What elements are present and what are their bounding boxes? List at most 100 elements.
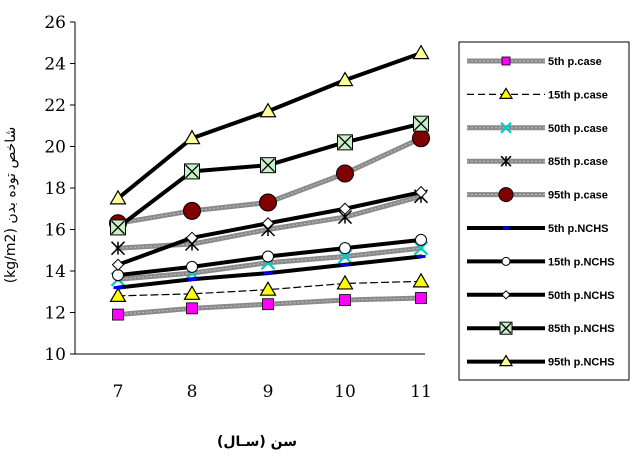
data-point-15th-p-case <box>183 285 201 300</box>
y-axis-label: شاخص توده بدن (kg/m2) <box>3 127 19 284</box>
legend-label: 95th p.NCHS <box>548 357 615 369</box>
x-tick-label: 9 <box>263 382 274 402</box>
data-point-95th-p-nchs <box>183 129 201 145</box>
data-point-95th-p-case <box>183 201 201 220</box>
data-point-85th-p-case <box>110 241 126 256</box>
legend-marker-50th-p-case <box>500 122 512 134</box>
legend-item-50th-p-case: 50th p.case <box>467 122 608 135</box>
data-point-50th-p-nchs <box>338 202 352 215</box>
data-point-50th-p-nchs <box>414 185 428 199</box>
series-15th-p-case <box>109 272 430 302</box>
series-line-hatch <box>117 137 422 224</box>
data-point-95th-p-nchs <box>412 44 430 60</box>
series-15th-p-nchs <box>112 233 427 282</box>
legend-box <box>458 41 630 381</box>
data-point-5th-p-nchs <box>416 254 426 258</box>
legend-item-95th-p-case: 95th p.case <box>467 187 608 203</box>
x-axis-label: سن (سـال) <box>217 434 297 450</box>
series-layer <box>109 44 430 321</box>
data-point-15th-p-case <box>259 280 277 296</box>
x-ticks: 7 8 9 10 11 <box>113 382 432 402</box>
data-point-50th-p-nchs <box>261 217 275 230</box>
x-tick-label: 10 <box>334 382 356 402</box>
data-point-95th-p-case <box>259 193 277 212</box>
data-point-5th-p-nchs <box>113 286 123 290</box>
data-point-95th-p-nchs <box>259 102 277 118</box>
data-point-85th-p-nchs <box>413 115 429 132</box>
series-95th-p-case <box>109 129 430 233</box>
y-tick-label: 24 <box>44 55 66 75</box>
data-point-5th-p-case <box>262 298 274 311</box>
y-tick-label: 14 <box>44 262 66 282</box>
series-85th-p-nchs <box>110 115 429 236</box>
series-line-hatch <box>117 247 422 280</box>
data-point-15th-p-case <box>336 274 354 290</box>
data-point-5th-p-nchs <box>263 271 273 275</box>
y-tick-label: 12 <box>44 304 66 324</box>
x-tick-label: 7 <box>113 382 124 402</box>
legend-label: 50th p.case <box>548 123 608 135</box>
legend-item-85th-p-case: 85th p.case <box>467 155 608 168</box>
x-tick-label: 11 <box>410 382 432 402</box>
data-point-95th-p-case <box>336 164 354 183</box>
data-point-50th-p-nchs <box>111 258 125 271</box>
legend-item-15th-p-nchs: 15th p.NCHS <box>467 256 615 268</box>
legend-item-5th-p-nchs: 5th p.NCHS <box>467 223 609 235</box>
legend-marker-95th-p-nchs <box>498 354 514 367</box>
legend-marker-15th-p-case <box>498 87 514 100</box>
legend-label: 85th p.case <box>548 156 608 168</box>
legend-marker-5th-p-case <box>501 56 511 66</box>
data-point-5th-p-nchs <box>187 277 197 281</box>
legend-label: 50th p.NCHS <box>548 290 615 302</box>
legend-marker-5th-p-nchs <box>503 226 509 230</box>
series-5th-p-case <box>112 292 427 321</box>
legend-label: 95th p.case <box>548 190 608 202</box>
data-point-5th-p-case <box>112 308 124 321</box>
y-tick-label: 20 <box>44 138 66 158</box>
data-point-15th-p-nchs <box>339 242 351 255</box>
series-line-95th-p-nchs <box>116 51 423 201</box>
series-line-hatch <box>117 297 422 316</box>
legend-marker-15th-p-nchs <box>501 256 511 266</box>
data-point-5th-p-case <box>186 302 198 315</box>
series-5th-p-nchs <box>113 254 426 290</box>
series-50th-p-nchs <box>111 185 428 271</box>
data-point-15th-p-nchs <box>262 250 274 263</box>
legend-label: 5th p.case <box>548 56 602 68</box>
legend-label: 5th p.NCHS <box>548 223 609 235</box>
legend-marker-85th-p-case <box>500 155 512 167</box>
series-line-85th-p-nchs <box>116 121 423 230</box>
data-point-5th-p-case <box>415 292 427 304</box>
data-point-95th-p-nchs <box>109 189 127 205</box>
data-point-85th-p-nchs <box>260 157 276 174</box>
legend-label: 15th p.NCHS <box>548 256 615 268</box>
data-point-95th-p-case <box>412 129 430 148</box>
legend-item-85th-p-nchs: 85th p.NCHS <box>467 321 615 335</box>
legend-item-5th-p-case: 5th p.case <box>467 56 602 68</box>
data-point-15th-p-nchs <box>112 269 124 282</box>
legend-marker-50th-p-nchs <box>501 290 511 300</box>
data-point-95th-p-nchs <box>336 71 354 87</box>
data-point-85th-p-nchs <box>184 163 200 180</box>
legend-label: 85th p.NCHS <box>548 323 615 335</box>
data-point-85th-p-nchs <box>337 134 353 151</box>
legend-item-95th-p-nchs: 95th p.NCHS <box>467 354 615 369</box>
y-tick-label: 22 <box>44 96 66 116</box>
y-tick-label: 26 <box>44 13 66 33</box>
legend: 5th p.case 15th p.case 50th p.case 85th p.c… <box>458 41 630 381</box>
data-point-15th-p-nchs <box>415 233 427 246</box>
legend-marker-95th-p-case <box>498 187 514 203</box>
y-tick-label: 16 <box>44 221 66 241</box>
data-point-85th-p-nchs <box>110 219 126 236</box>
data-point-15th-p-nchs <box>186 260 198 273</box>
data-point-15th-p-case <box>109 287 127 302</box>
legend-marker-85th-p-nchs <box>499 321 513 335</box>
x-tick-label: 8 <box>187 382 198 402</box>
data-point-15th-p-case <box>412 272 430 288</box>
legend-item-15th-p-case: 15th p.case <box>467 87 608 101</box>
data-point-50th-p-nchs <box>185 231 199 245</box>
data-point-5th-p-nchs <box>340 263 350 267</box>
legend-label: 15th p.case <box>548 89 608 101</box>
legend-item-50th-p-nchs: 50th p.NCHS <box>467 290 615 302</box>
